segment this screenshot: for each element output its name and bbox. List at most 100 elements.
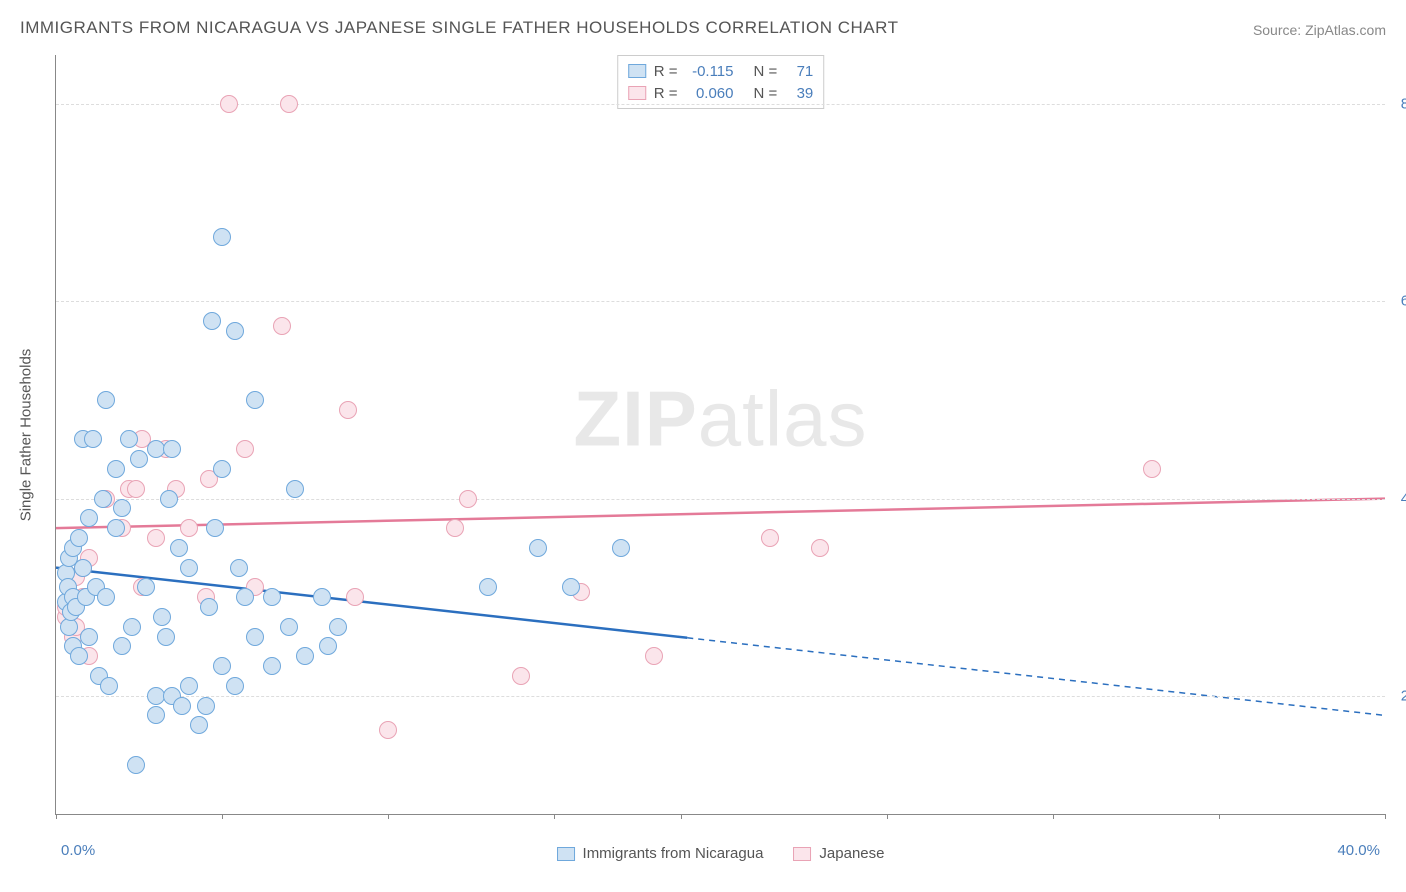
scatter-point-japanese xyxy=(127,480,145,498)
scatter-point-nicaragua xyxy=(137,578,155,596)
scatter-point-nicaragua xyxy=(97,391,115,409)
scatter-point-japanese xyxy=(512,667,530,685)
scatter-point-nicaragua xyxy=(286,480,304,498)
bottom-label-japanese: Japanese xyxy=(819,845,884,862)
x-tick-mark xyxy=(681,814,682,819)
scatter-point-nicaragua xyxy=(206,519,224,537)
scatter-point-nicaragua xyxy=(213,228,231,246)
gridline xyxy=(56,499,1385,500)
scatter-point-nicaragua xyxy=(246,628,264,646)
scatter-point-nicaragua xyxy=(263,657,281,675)
bottom-legend-japanese: Japanese xyxy=(793,845,884,862)
scatter-point-japanese xyxy=(339,401,357,419)
scatter-point-nicaragua xyxy=(127,756,145,774)
x-tick-min: 0.0% xyxy=(61,842,95,859)
scatter-point-nicaragua xyxy=(163,440,181,458)
gridline xyxy=(56,104,1385,105)
gridline xyxy=(56,696,1385,697)
legend-swatch-nicaragua xyxy=(628,64,646,78)
scatter-point-nicaragua xyxy=(246,391,264,409)
scatter-point-nicaragua xyxy=(200,598,218,616)
scatter-point-nicaragua xyxy=(130,450,148,468)
scatter-point-nicaragua xyxy=(84,430,102,448)
x-tick-mark xyxy=(554,814,555,819)
scatter-point-nicaragua xyxy=(329,618,347,636)
scatter-point-nicaragua xyxy=(120,430,138,448)
source-name: ZipAtlas.com xyxy=(1305,22,1386,38)
legend-row-japanese: R = 0.060 N = 39 xyxy=(628,82,814,104)
source-attribution: Source: ZipAtlas.com xyxy=(1253,22,1386,38)
bottom-legend-nicaragua: Immigrants from Nicaragua xyxy=(557,845,764,862)
scatter-point-japanese xyxy=(180,519,198,537)
chart-container: IMMIGRANTS FROM NICARAGUA VS JAPANESE SI… xyxy=(0,0,1406,892)
scatter-point-nicaragua xyxy=(319,637,337,655)
trend-line-nicaragua xyxy=(56,568,687,638)
scatter-point-nicaragua xyxy=(180,677,198,695)
y-tick-label: 4.0% xyxy=(1390,490,1406,507)
source-prefix: Source: xyxy=(1253,22,1305,38)
scatter-point-nicaragua xyxy=(147,687,165,705)
y-tick-label: 8.0% xyxy=(1390,96,1406,113)
scatter-point-nicaragua xyxy=(296,647,314,665)
scatter-point-japanese xyxy=(645,647,663,665)
scatter-point-japanese xyxy=(761,529,779,547)
y-axis-label: Single Father Households xyxy=(18,348,35,521)
legend-r-label: R = xyxy=(654,85,678,102)
scatter-point-nicaragua xyxy=(94,490,112,508)
chart-title: IMMIGRANTS FROM NICARAGUA VS JAPANESE SI… xyxy=(20,18,898,38)
scatter-point-nicaragua xyxy=(226,677,244,695)
scatter-point-nicaragua xyxy=(107,519,125,537)
scatter-point-nicaragua xyxy=(263,588,281,606)
scatter-point-nicaragua xyxy=(157,628,175,646)
scatter-point-nicaragua xyxy=(529,539,547,557)
x-tick-max: 40.0% xyxy=(1337,842,1380,859)
x-tick-mark xyxy=(1219,814,1220,819)
bottom-legend: Immigrants from Nicaragua Japanese xyxy=(557,845,885,862)
legend-row-nicaragua: R = -0.115 N = 71 xyxy=(628,60,814,82)
scatter-point-japanese xyxy=(147,529,165,547)
scatter-point-nicaragua xyxy=(190,716,208,734)
scatter-point-japanese xyxy=(273,317,291,335)
scatter-point-nicaragua xyxy=(100,677,118,695)
scatter-point-nicaragua xyxy=(236,588,254,606)
scatter-point-nicaragua xyxy=(97,588,115,606)
legend-r-label: R = xyxy=(654,63,678,80)
svg-layer xyxy=(56,55,1385,814)
scatter-point-nicaragua xyxy=(70,647,88,665)
scatter-point-nicaragua xyxy=(80,509,98,527)
scatter-point-nicaragua xyxy=(197,697,215,715)
plot-area: Single Father Households ZIPatlas R = -0… xyxy=(55,55,1385,815)
x-tick-mark xyxy=(887,814,888,819)
bottom-swatch-nicaragua xyxy=(557,847,575,861)
scatter-point-japanese xyxy=(236,440,254,458)
legend-n-label: N = xyxy=(754,63,778,80)
y-tick-label: 6.0% xyxy=(1390,293,1406,310)
scatter-point-nicaragua xyxy=(74,559,92,577)
legend-r-value-nicaragua: -0.115 xyxy=(686,63,734,80)
scatter-point-nicaragua xyxy=(153,608,171,626)
scatter-point-nicaragua xyxy=(203,312,221,330)
scatter-point-nicaragua xyxy=(612,539,630,557)
scatter-point-nicaragua xyxy=(147,706,165,724)
x-tick-mark xyxy=(222,814,223,819)
scatter-point-nicaragua xyxy=(147,440,165,458)
scatter-point-nicaragua xyxy=(113,499,131,517)
scatter-point-japanese xyxy=(446,519,464,537)
scatter-point-nicaragua xyxy=(170,539,188,557)
scatter-point-nicaragua xyxy=(80,628,98,646)
scatter-point-nicaragua xyxy=(173,697,191,715)
scatter-point-nicaragua xyxy=(479,578,497,596)
gridline xyxy=(56,301,1385,302)
scatter-point-nicaragua xyxy=(180,559,198,577)
scatter-point-japanese xyxy=(1143,460,1161,478)
scatter-point-nicaragua xyxy=(107,460,125,478)
scatter-point-japanese xyxy=(220,95,238,113)
legend-r-value-japanese: 0.060 xyxy=(686,85,734,102)
legend-swatch-japanese xyxy=(628,86,646,100)
x-tick-mark xyxy=(56,814,57,819)
scatter-point-nicaragua xyxy=(160,490,178,508)
x-tick-mark xyxy=(1385,814,1386,819)
x-tick-mark xyxy=(388,814,389,819)
scatter-point-nicaragua xyxy=(562,578,580,596)
bottom-label-nicaragua: Immigrants from Nicaragua xyxy=(583,845,764,862)
